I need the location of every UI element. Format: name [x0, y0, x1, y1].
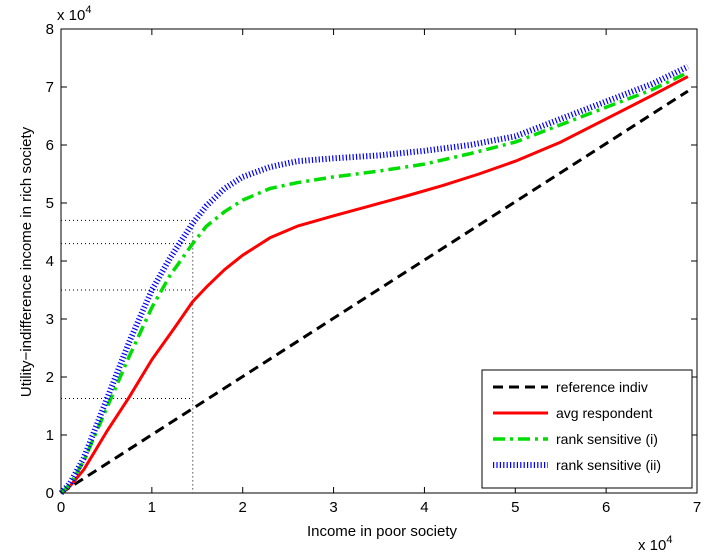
x-axis-label: Income in poor society [307, 523, 458, 540]
y-multiplier-label: x 104 [57, 4, 91, 24]
legend-label: avg respondent [556, 405, 653, 421]
y-axis-label: Utility−indifference income in rich soci… [18, 126, 35, 397]
x-multiplier-label: x 104 [638, 534, 672, 554]
ticks-layer: 0 1 2 3 4 5 6 7 0 1 2 3 4 5 6 7 8 [46, 21, 702, 516]
x-tick-label: 1 [148, 499, 156, 516]
x-tick-label: 5 [511, 499, 519, 516]
y-tick-label: 6 [46, 137, 54, 154]
x-tick-label: 2 [239, 499, 247, 516]
legend-label: rank sensitive (i) [556, 431, 658, 447]
x-tick-label: 7 [693, 499, 701, 516]
legend: reference indiv avg respondent rank sensit… [481, 369, 693, 489]
x-tick-label: 3 [329, 499, 337, 516]
series-line-3 [59, 70, 689, 495]
x-tick-label: 0 [57, 499, 65, 516]
legend-label: reference indiv [556, 379, 648, 395]
legend-box [481, 369, 693, 489]
y-tick-label: 4 [46, 253, 54, 270]
series-line-4 [58, 63, 690, 496]
reference-guide-lines [61, 219, 194, 493]
y-tick-label: 2 [46, 369, 54, 386]
y-tick-label: 8 [46, 21, 54, 38]
series-layer [58, 63, 690, 496]
series-line-1 [60, 89, 689, 495]
y-tick-label: 5 [46, 195, 54, 212]
y-tick-label: 7 [46, 79, 54, 96]
y-tick-label: 3 [46, 311, 54, 328]
legend-label: rank sensitive (ii) [556, 457, 661, 473]
y-tick-label: 0 [46, 485, 54, 502]
series-line-2 [60, 75, 689, 495]
x-tick-label: 6 [602, 499, 610, 516]
y-tick-label: 1 [46, 427, 54, 444]
legend-items: reference indiv avg respondent rank sensit… [493, 379, 661, 473]
x-tick-label: 4 [420, 499, 428, 516]
